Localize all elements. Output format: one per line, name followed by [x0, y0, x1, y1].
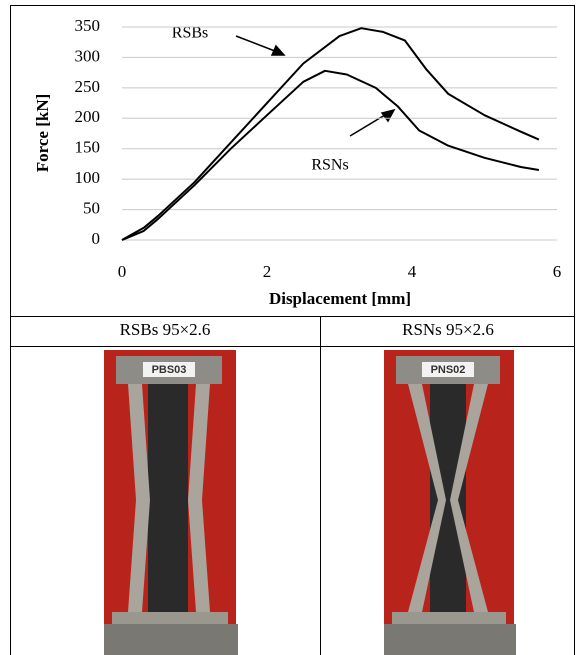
x-axis-label: Displacement [mm]	[269, 289, 411, 308]
annotation: RSBs	[172, 25, 208, 42]
y-tick-label: 50	[83, 198, 100, 217]
photo-label: PNS02	[431, 364, 466, 376]
caption: RSBs 95×2.6	[120, 320, 211, 339]
data-line	[121, 27, 540, 241]
x-tick-label: 2	[263, 262, 272, 281]
annotation: RSNs	[311, 157, 348, 174]
y-tick-label: 200	[75, 107, 101, 126]
x-tick-label: 6	[553, 262, 562, 281]
y-tick-label: 250	[75, 77, 101, 96]
table-frame	[10, 5, 575, 655]
photo	[104, 350, 238, 655]
photo	[384, 350, 516, 655]
arrow	[235, 35, 396, 137]
y-tick-label: 150	[75, 138, 101, 157]
x-tick-label: 4	[408, 262, 417, 281]
x-tick-label: 0	[118, 262, 127, 281]
y-tick-label: 0	[92, 229, 101, 248]
photo-label: PBS03	[152, 364, 187, 376]
y-tick-label: 350	[75, 16, 101, 35]
y-axis-label: Force [kN]	[33, 94, 52, 173]
caption: RSNs 95×2.6	[402, 320, 494, 339]
y-tick-label: 100	[75, 168, 101, 187]
y-tick-label: 300	[75, 46, 101, 65]
data-line	[121, 69, 540, 241]
